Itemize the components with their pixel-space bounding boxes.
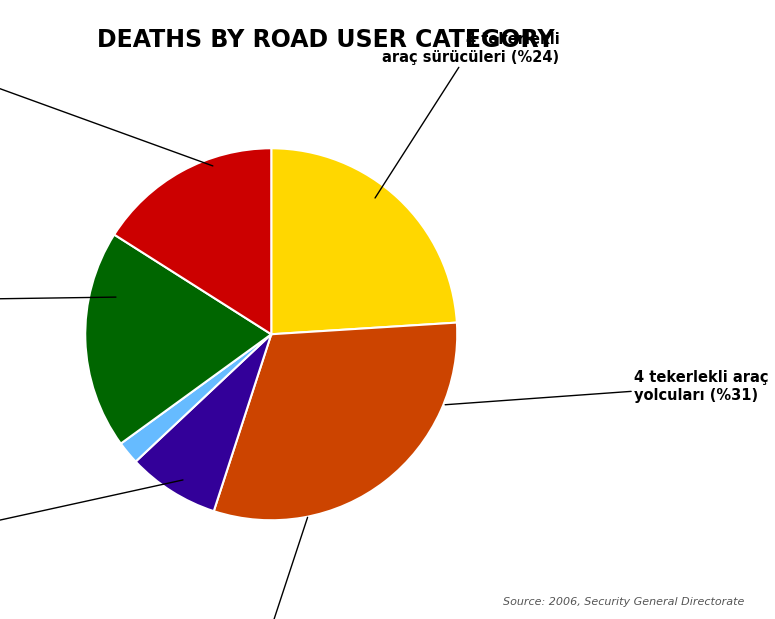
Text: 4 tekerlekli araç
yolcuları (%31): 4 tekerlekli araç yolcuları (%31) (445, 370, 769, 405)
Wedge shape (214, 322, 457, 520)
Text: 4 tekerlekli
araç sürücüleri (%24): 4 tekerlekli araç sürücüleri (%24) (375, 32, 560, 198)
Wedge shape (114, 149, 271, 334)
Wedge shape (271, 149, 457, 334)
Wedge shape (121, 334, 271, 462)
Text: Bisikletliler (%19): Bisikletliler (%19) (0, 480, 183, 556)
Text: Source: 2006, Security General Directorate: Source: 2006, Security General Directora… (503, 597, 744, 607)
Wedge shape (85, 235, 271, 444)
Text: DEATHS BY ROAD USER CATEGORY: DEATHS BY ROAD USER CATEGORY (97, 28, 554, 52)
Text: 2 veya 3
tekerlekli motorlu
araç sürücüleri (%8): 2 veya 3 tekerlekli motorlu araç sürücül… (169, 517, 336, 619)
Wedge shape (136, 334, 271, 511)
Text: Yayalar (%19): Yayalar (%19) (0, 293, 116, 308)
Text: Diğer (%16): Diğer (%16) (0, 55, 213, 166)
